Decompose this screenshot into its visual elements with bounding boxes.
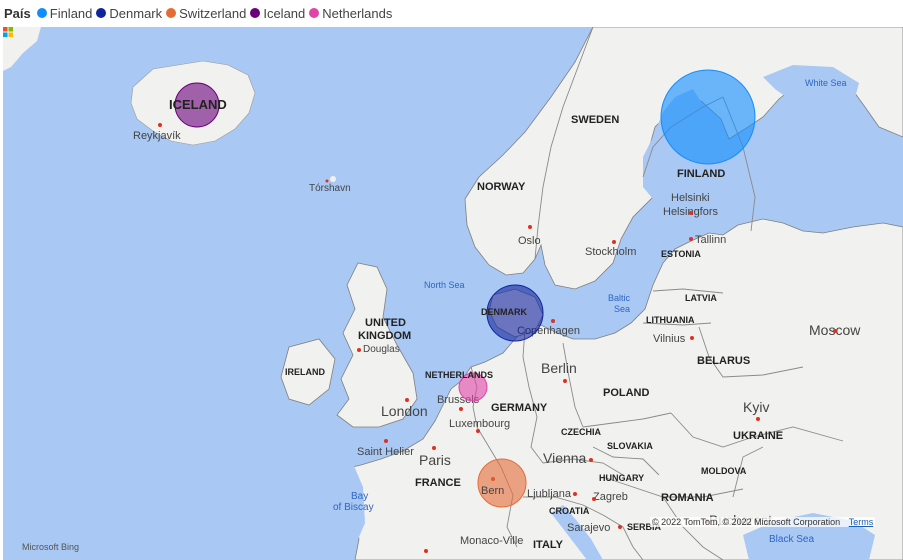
bubbles: [174, 69, 756, 508]
sea-label-north-sea: North Sea: [424, 280, 465, 290]
country-label-poland: POLAND: [603, 387, 650, 399]
legend-dot-icon: [96, 8, 107, 18]
city-label-brussels: Brussels: [437, 394, 480, 406]
legend-item-switzerland[interactable]: Switzerland: [166, 6, 246, 21]
city-label-reykjavik: Reykjavík: [133, 130, 181, 142]
city-label-paris: Paris: [419, 452, 451, 468]
sea-label-bay: Bay: [351, 491, 369, 502]
city-label-luxembourg: Luxembourg: [449, 418, 511, 430]
country-label-norway: NORWAY: [477, 181, 526, 193]
microsoft-logo-icon: [3, 27, 13, 37]
legend-item-iceland[interactable]: Iceland: [250, 6, 305, 21]
city-label-london: London: [381, 403, 428, 419]
country-label-ireland: IRELAND: [285, 367, 325, 377]
country-label-denmark: DENMARK: [481, 307, 527, 317]
city-label-ljubljana: Ljubljana: [527, 488, 572, 500]
bubble-iceland[interactable]: [174, 82, 220, 128]
copyright-text: © 2022 TomTom, © 2022 Microsoft Corporat…: [652, 517, 841, 527]
city-label-berlin: Berlin: [541, 360, 577, 376]
bubble-netherlands[interactable]: [458, 372, 488, 402]
country-label-iceland: ICELAND: [169, 97, 227, 112]
legend-dot-icon: [166, 8, 177, 18]
bubble-finland[interactable]: [660, 69, 756, 165]
bubble-switzerland[interactable]: [477, 458, 527, 508]
city-label-helsinki: Helsinki: [671, 192, 710, 204]
legend-label: Denmark: [109, 5, 163, 21]
legend-label: Netherlands: [322, 5, 393, 21]
city-label-saint-helier: Saint Helier: [357, 446, 414, 458]
country-label-hungary: HUNGARY: [599, 473, 645, 483]
country-label-uk-line1: UNITED: [365, 317, 406, 329]
country-label-sweden: SWEDEN: [571, 114, 620, 126]
country-label-serbia: SERBIA: [627, 522, 662, 532]
legend-label: Finland: [49, 5, 93, 21]
city-label-sarajevo: Sarajevo: [567, 522, 611, 534]
city-dots: [158, 123, 837, 553]
city-label-bern: Bern: [481, 485, 505, 497]
city-label-douglas: Douglas: [363, 344, 400, 355]
country-label-estonia: ESTONIA: [661, 249, 701, 259]
map-canvas[interactable]: SWEDEN FINLAND NORWAY ESTONIA LATVIA LIT…: [3, 27, 903, 560]
country-label-ukraine: UKRAINE: [733, 430, 784, 442]
sea-label-of-biscay: of Biscay: [333, 502, 374, 513]
legend-label: Iceland: [263, 5, 306, 21]
country-label-italy: ITALY: [533, 539, 563, 551]
city-label-vienna: Vienna: [543, 450, 587, 466]
country-label-uk-line2: KINGDOM: [358, 330, 412, 342]
city-label-torshavn: Tórshavn: [309, 183, 351, 194]
city-label-vilnius: Vilnius: [653, 333, 686, 345]
city-label-oslo: Oslo: [518, 235, 541, 247]
country-label-croatia: CROATIA: [549, 506, 590, 516]
city-label-stockholm: Stockholm: [585, 246, 637, 258]
city-label-tallinn: Tallinn: [695, 234, 727, 246]
legend-dot-icon: [309, 8, 320, 18]
country-label-belarus: BELARUS: [697, 355, 751, 367]
sea-label-baltic: Baltic: [608, 293, 631, 303]
country-label-slovakia: SLOVAKIA: [607, 441, 653, 451]
bing-attribution: Microsoft Bing: [22, 542, 80, 552]
country-label-germany: GERMANY: [491, 402, 548, 414]
sea-label-white-sea: White Sea: [805, 78, 847, 88]
map-legend: País Finland Denmark Switzerland Iceland…: [0, 0, 903, 26]
map-attribution: © 2022 TomTom, © 2022 Microsoft Corporat…: [650, 517, 876, 527]
bubble-denmark[interactable]: [486, 284, 544, 342]
legend-item-denmark[interactable]: Denmark: [96, 6, 162, 21]
city-label-monaco: Monaco-Ville: [460, 535, 524, 547]
legend-label: Switzerland: [179, 5, 247, 21]
country-label-finland: FINLAND: [677, 168, 726, 180]
country-label-lithuania: LITHUANIA: [646, 315, 695, 325]
legend-dot-icon: [36, 8, 47, 18]
legend-item-finland[interactable]: Finland: [36, 5, 93, 21]
country-label-latvia: LATVIA: [685, 293, 717, 303]
sea-label-black-sea: Black Sea: [769, 534, 815, 545]
country-label-netherlands: NETHERLANDS: [425, 370, 494, 380]
country-label-romania: ROMANIA: [661, 492, 714, 504]
city-label-copenhagen: Copenhagen: [517, 325, 581, 337]
country-label-france: FRANCE: [415, 477, 461, 489]
legend-dot-icon: [250, 8, 261, 18]
sea-label-baltic-sea: Sea: [614, 304, 631, 314]
legend-title: País: [4, 5, 31, 21]
bubble-layer: [158, 123, 837, 553]
terms-link[interactable]: Terms: [848, 517, 874, 527]
city-label-kyiv: Kyiv: [743, 399, 770, 415]
country-label-czechia: CZECHIA: [561, 427, 601, 437]
legend-item-netherlands[interactable]: Netherlands: [309, 6, 392, 21]
city-label-zagreb: Zagreb: [593, 491, 628, 503]
country-label-moldova: MOLDOVA: [701, 466, 747, 476]
